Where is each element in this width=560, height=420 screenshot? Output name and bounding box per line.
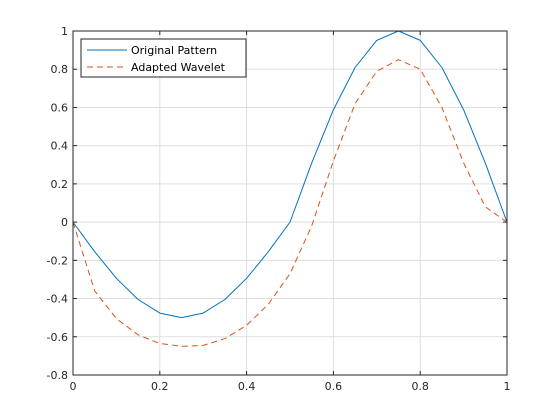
y-tick-label: 0.2 [51,178,69,191]
y-tick-label: -0.6 [47,331,68,344]
y-tick-label: -0.8 [47,369,68,382]
legend-label-adapted-wavelet: Adapted Wavelet [131,61,226,74]
y-tick-label: 0.6 [51,101,69,114]
y-tick-label: 0.8 [51,63,69,76]
legend-label-original-pattern: Original Pattern [131,44,217,57]
x-tick-label: 0.4 [238,380,256,393]
y-tick-label: -0.4 [47,293,68,306]
y-tick-label: 0.4 [51,140,69,153]
ticks: 0 0.2 0.4 0.6 0.8 1 -0.8 -0.6 -0.4 -0.2 0 0.2 0.4 0.6… [47,25,511,393]
y-tick-label: 0 [61,216,68,229]
series-line-original-pattern [72,30,508,319]
legend: Original Pattern Adapted Wavelet [80,38,247,78]
x-tick-label: 0 [70,380,77,393]
legend-box [80,38,247,78]
x-tick-label: 0.2 [151,380,169,393]
x-tick-label: 1 [504,380,511,393]
y-tick-label: -0.2 [47,254,68,267]
x-tick-label: 0.6 [325,380,343,393]
axes-box [72,30,508,376]
x-tick-label: 0.8 [411,380,429,393]
series-line-adapted-wavelet [72,59,508,347]
series-layer [72,30,508,347]
y-tick-label: 1 [61,25,68,38]
